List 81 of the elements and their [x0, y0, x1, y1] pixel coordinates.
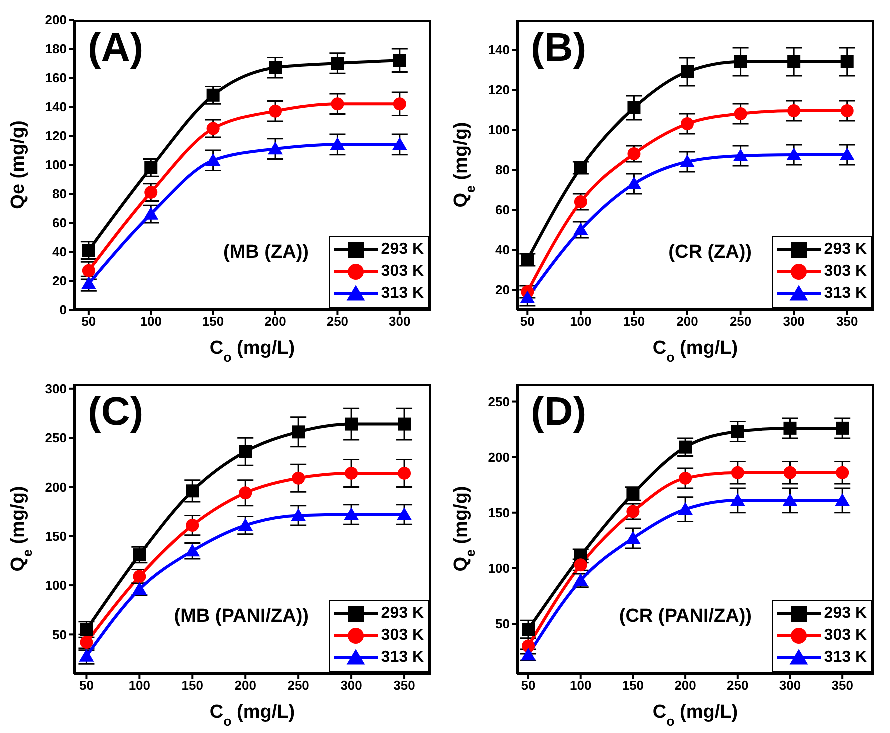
legend-label: 293 K: [824, 241, 867, 259]
legend-label: 293 K: [824, 605, 867, 623]
x-tick-label: 300: [783, 314, 805, 330]
x-tick-label: 150: [182, 678, 204, 694]
legend-label: 313 K: [381, 285, 424, 303]
x-tick-label: 300: [779, 678, 802, 694]
x-tick-label: 150: [622, 678, 644, 694]
legend-label: 303 K: [824, 627, 867, 645]
y-tick-label: 140: [45, 100, 67, 115]
x-tick-label: 200: [234, 678, 256, 694]
legend-label: 313 K: [824, 649, 867, 667]
legend-label: 293 K: [381, 605, 424, 623]
x-tick-label: 100: [140, 314, 162, 330]
x-axis-title: C$_{o}$ (mg/L): [210, 338, 296, 364]
annotation: (B): [531, 26, 587, 71]
y-tick-label: 160: [45, 70, 67, 86]
y-tick-label: 100: [45, 158, 67, 173]
x-tick-label: 200: [674, 678, 696, 694]
legend-label: 303 K: [381, 263, 424, 281]
y-tick-label: 50: [52, 627, 67, 642]
x-tick-label: 100: [128, 678, 151, 694]
x-axis-title: C$_{o}$ (mg/L): [652, 702, 738, 728]
x-axis-title: C$_{o}$ (mg/L): [210, 702, 296, 728]
x-tick-label: 350: [394, 678, 416, 694]
annotation: (CR (ZA)): [668, 242, 752, 264]
y-tick-label: 100: [488, 122, 510, 138]
x-tick-label: 250: [288, 678, 310, 694]
y-tick-label: 150: [45, 528, 67, 544]
y-tick-label: 40: [52, 244, 67, 260]
x-tick-label: 350: [832, 678, 854, 694]
y-tick-label: 80: [496, 162, 510, 178]
y-tick-label: 200: [45, 480, 67, 495]
annotation: (A): [88, 26, 144, 71]
annotation: (C): [88, 390, 144, 435]
y-tick-label: 200: [488, 450, 510, 465]
y-tick-label: 120: [488, 82, 510, 98]
legend-label: 313 K: [824, 285, 867, 303]
y-tick-label: 180: [45, 42, 67, 57]
annotation: (D): [531, 390, 587, 435]
x-tick-label: 300: [340, 678, 362, 694]
y-tick-label: 200: [45, 12, 67, 28]
y-tick-label: 40: [496, 242, 510, 258]
y-tick-label: 60: [496, 202, 510, 218]
legend-label: 303 K: [381, 627, 424, 645]
y-tick-label: 60: [52, 216, 67, 231]
legend-label: 313 K: [381, 649, 424, 667]
x-tick-label: 150: [202, 314, 224, 330]
x-axis-title: C$_{o}$ (mg/L): [652, 338, 738, 364]
x-tick-label: 200: [676, 314, 698, 330]
x-tick-label: 50: [521, 678, 536, 694]
x-tick-label: 50: [82, 314, 96, 330]
x-tick-label: 250: [326, 314, 349, 330]
y-tick-label: 140: [488, 42, 510, 58]
annotation: (CR (PANI/ZA)): [619, 606, 752, 628]
x-tick-label: 200: [264, 314, 286, 330]
annotation: (MB (PANI/ZA)): [174, 606, 309, 628]
y-tick-label: 120: [45, 128, 67, 144]
y-tick-label: 100: [488, 561, 510, 576]
x-tick-label: 250: [730, 314, 752, 330]
y-tick-label: 100: [45, 578, 67, 594]
y-tick-label: 20: [496, 282, 510, 298]
y-tick-label: 0: [60, 302, 67, 318]
x-tick-label: 50: [520, 314, 535, 330]
x-tick-label: 100: [570, 678, 592, 694]
x-tick-label: 250: [727, 678, 749, 694]
y-axis-title: Qe (mg/g): [8, 120, 29, 210]
x-tick-label: 150: [623, 314, 646, 330]
annotation: (MB (ZA)): [224, 242, 309, 264]
legend-label: 303 K: [824, 263, 867, 281]
legend-label: 293 K: [381, 241, 424, 259]
y-tick-label: 80: [52, 186, 67, 202]
y-tick-label: 20: [52, 274, 67, 289]
y-tick-label: 250: [45, 430, 67, 446]
y-tick-label: 250: [488, 394, 510, 410]
y-tick-label: 50: [496, 616, 510, 632]
x-tick-label: 50: [79, 678, 94, 694]
x-tick-label: 350: [836, 314, 858, 330]
y-tick-label: 300: [45, 382, 67, 397]
y-tick-label: 150: [488, 506, 510, 521]
x-tick-label: 300: [389, 314, 411, 330]
x-tick-label: 100: [570, 314, 592, 330]
